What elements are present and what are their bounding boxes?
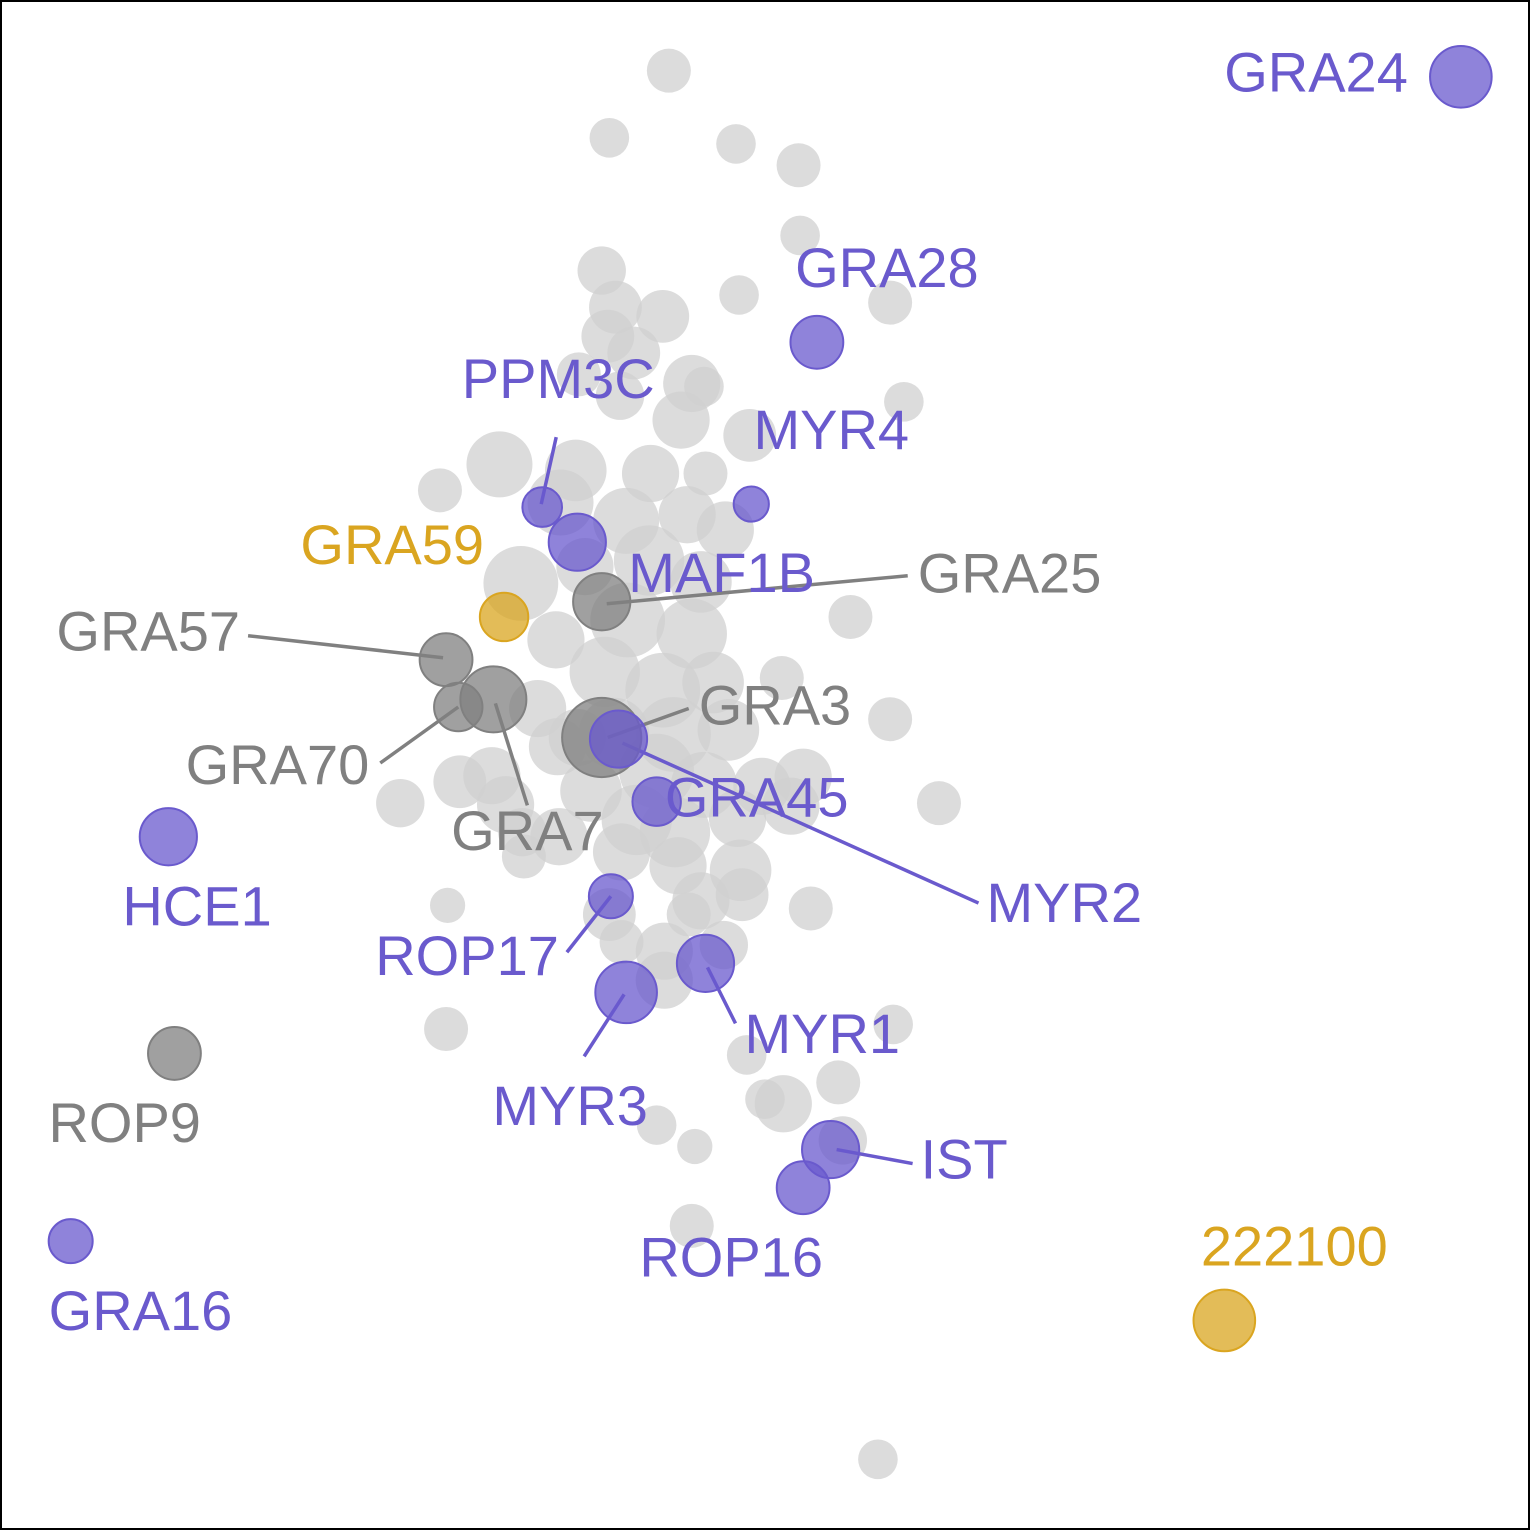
- background-point: [599, 920, 644, 965]
- label-gra25: GRA25: [918, 542, 1102, 605]
- label-myr2: MYR2: [987, 871, 1143, 934]
- background-point: [466, 431, 533, 498]
- background-point: [666, 892, 711, 937]
- label-myr3: MYR3: [492, 1074, 648, 1137]
- point-myr3: [594, 960, 658, 1025]
- background-point: [677, 1128, 713, 1165]
- point-maf1b: [547, 512, 607, 572]
- background-point: [569, 636, 640, 708]
- label-gra45: GRA45: [665, 765, 849, 828]
- background-point: [636, 1105, 677, 1145]
- point-gra16: [47, 1218, 94, 1265]
- point-labels: GRA24 GRA28 PPM3C MYR4 MAF1B GRA59 GRA25 GRA57 G…: [48, 41, 1407, 1342]
- point-myr2: [588, 709, 649, 769]
- label-gra57: GRA57: [56, 600, 240, 663]
- point-myr1: [675, 933, 736, 993]
- point-gra24: [1429, 44, 1493, 109]
- label-ppm3c: PPM3C: [462, 347, 655, 410]
- point-ppm3c: [521, 486, 564, 528]
- leader-line-gra25: [606, 573, 908, 606]
- background-point: [697, 699, 760, 761]
- background-point: [607, 326, 661, 380]
- leader-line-myr2: [621, 741, 980, 905]
- point-gra28: [789, 314, 845, 370]
- background-point: [884, 382, 924, 422]
- background-point: [429, 887, 466, 923]
- background-point: [589, 118, 630, 158]
- background-point: [759, 656, 804, 701]
- background-point: [828, 594, 873, 639]
- label-myr4: MYR4: [753, 398, 909, 461]
- background-point: [776, 143, 821, 188]
- background-point: [433, 755, 487, 809]
- label-ist: IST: [921, 1127, 1008, 1190]
- point-rop9: [147, 1026, 202, 1081]
- point-222100: [1192, 1288, 1257, 1353]
- background-point: [646, 48, 691, 93]
- background-point: [708, 789, 767, 848]
- point-rop16: [775, 1160, 831, 1216]
- background-point: [376, 778, 425, 828]
- background-point: [424, 1006, 469, 1051]
- background-point: [595, 371, 645, 420]
- point-gra45: [631, 776, 682, 827]
- label-rop16: ROP16: [639, 1225, 823, 1288]
- label-gra3: GRA3: [699, 673, 852, 736]
- background-point: [719, 275, 759, 315]
- background-point: [417, 468, 462, 513]
- background-point: [858, 1439, 898, 1480]
- leader-lines: [247, 436, 980, 1166]
- background-point: [683, 451, 728, 496]
- background-point: [726, 1035, 767, 1075]
- background-point: [788, 886, 833, 931]
- background-point: [716, 124, 756, 164]
- label-222100: 222100: [1201, 1214, 1388, 1277]
- point-gra25: [572, 572, 632, 632]
- background-point: [715, 868, 769, 922]
- label-gra24: GRA24: [1224, 41, 1408, 104]
- point-myr4: [732, 485, 770, 523]
- background-point: [762, 777, 820, 835]
- point-rop17: [587, 873, 634, 920]
- label-gra7: GRA7: [451, 799, 604, 862]
- background-point: [636, 289, 690, 343]
- label-gra28: GRA28: [795, 236, 979, 299]
- background-point: [669, 1203, 714, 1248]
- point-hce1: [138, 807, 198, 867]
- labeled-points: [47, 44, 1493, 1353]
- background-point: [613, 525, 685, 596]
- label-gra59: GRA59: [300, 513, 484, 576]
- background-point: [868, 697, 913, 742]
- background-point: [556, 352, 601, 397]
- background-point: [754, 1075, 812, 1133]
- background-point: [656, 598, 727, 669]
- point-gra70: [433, 681, 484, 733]
- background-point: [873, 1004, 913, 1045]
- label-rop17: ROP17: [375, 924, 559, 987]
- background-point: [682, 651, 744, 714]
- background-point: [723, 408, 777, 462]
- background-point: [592, 823, 651, 881]
- label-gra16: GRA16: [49, 1279, 233, 1342]
- background-point: [527, 611, 585, 669]
- label-hce1: HCE1: [122, 875, 271, 938]
- background-point: [868, 280, 913, 325]
- label-gra70: GRA70: [186, 733, 370, 796]
- background-point: [780, 215, 820, 256]
- background-point: [816, 1060, 861, 1105]
- label-rop9: ROP9: [48, 1091, 201, 1154]
- point-gra59: [478, 591, 530, 643]
- point-gra57: [418, 632, 474, 688]
- label-maf1b: MAF1B: [628, 541, 815, 604]
- background-point: [501, 834, 546, 879]
- background-point: [916, 781, 961, 826]
- background-point: [621, 444, 680, 503]
- label-myr1: MYR1: [744, 1002, 900, 1065]
- background-point: [652, 391, 710, 449]
- leader-line-gra57: [247, 633, 444, 660]
